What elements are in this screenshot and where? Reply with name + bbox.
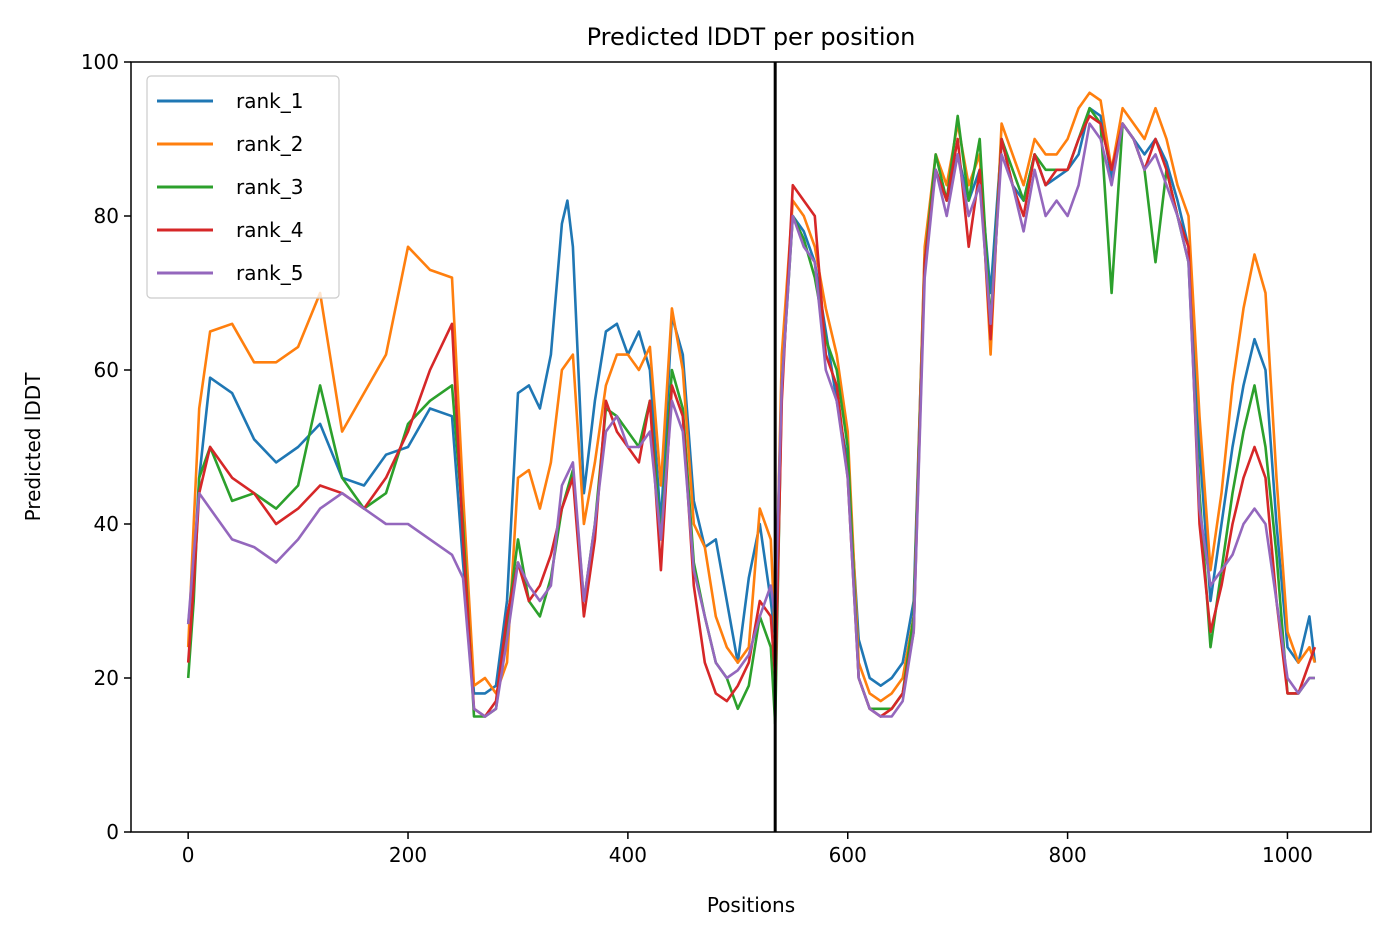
x-tick-label: 800 xyxy=(1049,843,1087,867)
y-tick-label: 100 xyxy=(81,50,119,74)
plot-area xyxy=(130,61,1372,833)
x-tick-label: 1000 xyxy=(1262,843,1313,867)
y-tick-label: 60 xyxy=(94,358,119,382)
series-line-rank_2-seg1 xyxy=(186,245,777,695)
y-tick-label: 0 xyxy=(106,820,119,844)
legend-label-rank_4: rank_4 xyxy=(236,218,303,242)
series-line-rank_5-seg9 xyxy=(773,122,1315,718)
y-tick-label: 80 xyxy=(94,204,119,228)
y-tick-label: 20 xyxy=(94,666,119,690)
x-tick-label: 0 xyxy=(182,843,195,867)
series-line-rank_2-seg6 xyxy=(773,91,1317,703)
legend-box xyxy=(146,75,340,299)
legend-label-rank_3: rank_3 xyxy=(236,175,303,199)
x-axis-label: Positions xyxy=(707,893,795,917)
legend: rank_1 rank_2 rank_3 rank_4 rank_5 xyxy=(146,75,340,299)
y-axis-label: Predicted lDDT xyxy=(21,372,45,522)
x-axis: 0 200 400 600 800 1000 xyxy=(182,832,1313,867)
chart-title: Predicted lDDT per position xyxy=(587,23,916,51)
legend-label-rank_1: rank_1 xyxy=(236,89,303,113)
y-axis: 0 20 40 60 80 100 xyxy=(81,50,131,844)
series-line-rank_5-seg4 xyxy=(186,399,777,718)
series-group xyxy=(186,91,1317,725)
x-tick-label: 200 xyxy=(389,843,427,867)
series-line-rank_4-seg3 xyxy=(186,322,777,718)
legend-label-rank_5: rank_5 xyxy=(236,261,303,285)
x-tick-label: 400 xyxy=(609,843,647,867)
x-tick-label: 600 xyxy=(829,843,867,867)
legend-label-rank_2: rank_2 xyxy=(236,132,303,156)
y-tick-label: 40 xyxy=(94,512,119,536)
plot-frame xyxy=(130,61,1372,833)
